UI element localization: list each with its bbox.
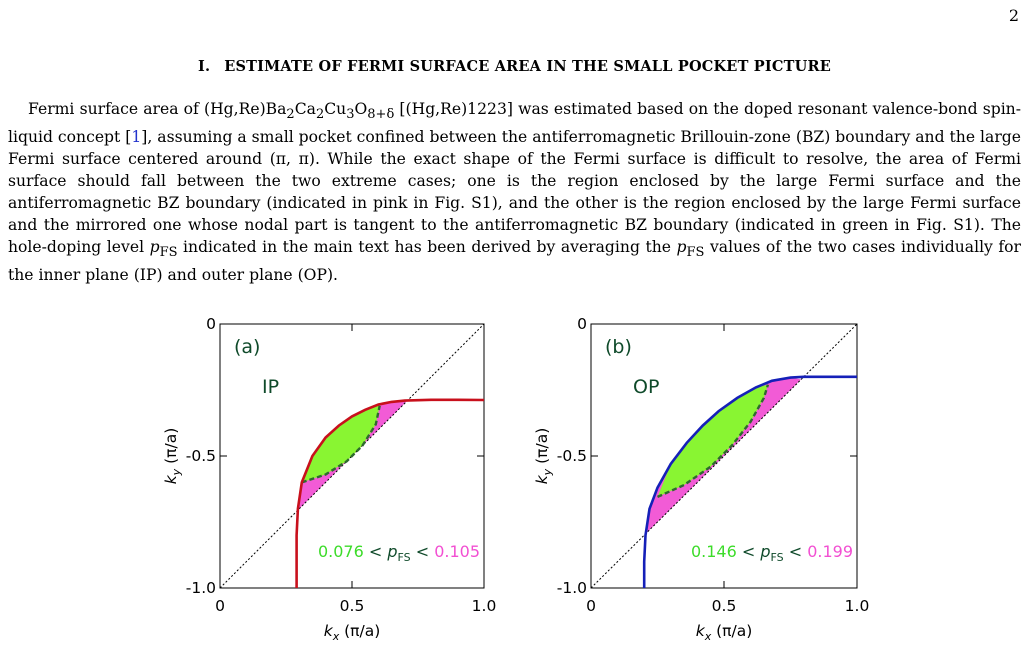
fermi-surface-line: [295, 398, 485, 588]
pfs-range-annotation: 0.076 < pFS < 0.105: [318, 542, 480, 564]
chart-panel-1: 0 0.5 1.0 0 -0.5 -1.0 kx (π/a) ky (π/a) (b)OP 0.1…: [533, 315, 869, 643]
plane-label: OP: [633, 376, 659, 398]
x-axis-label: kx (π/a): [696, 622, 753, 643]
x-tick-label: 0.5: [712, 597, 737, 615]
x-axis-label: kx (π/a): [324, 622, 381, 643]
x-tick-label: 1.0: [845, 597, 870, 615]
x-tick-label: 1.0: [472, 597, 497, 615]
section-heading: I. ESTIMATE OF FERMI SURFACE AREA IN THE …: [0, 58, 1029, 75]
mirrored-fs-dashed: [301, 405, 381, 484]
y-tick-label: 0: [577, 315, 587, 333]
section-number: I.: [198, 58, 211, 75]
fermi-surface-line: [642, 375, 857, 588]
x-tick-label: 0: [586, 597, 596, 615]
x-tick-label: 0: [215, 597, 225, 615]
citation-link[interactable]: 1: [131, 128, 142, 147]
body-paragraph: Fermi surface area of (Hg,Re)Ba2Ca2Cu3O8…: [8, 100, 1022, 285]
page-number: 2: [1008, 6, 1019, 25]
plane-label: IP: [262, 376, 279, 398]
y-tick-label: -0.5: [186, 447, 216, 465]
figure-svg: 0 0.5 1.0 0 -0.5 -1.0 kx (π/a) ky (π/a) (a)IP 0.0…: [162, 315, 869, 643]
y-axis-label: ky (π/a): [162, 428, 183, 485]
figure-s1: 0 0.5 1.0 0 -0.5 -1.0 kx (π/a) ky (π/a) (a) IP 0.0…: [0, 312, 1029, 652]
y-tick-label: 0: [206, 315, 216, 333]
y-tick-label: -1.0: [557, 579, 587, 597]
panel-label: (b): [605, 336, 632, 358]
pfs-range-annotation: 0.146 < pFS < 0.199: [691, 542, 853, 564]
y-tick-label: -0.5: [557, 447, 587, 465]
section-title: ESTIMATE OF FERMI SURFACE AREA IN THE SM…: [224, 58, 831, 75]
panel-label: (a): [234, 336, 260, 358]
y-tick-label: -1.0: [186, 579, 216, 597]
chart-panel-0: 0 0.5 1.0 0 -0.5 -1.0 kx (π/a) ky (π/a) (a)IP 0.0…: [162, 315, 496, 643]
bz-boundary-line: [590, 323, 858, 589]
green-region: [657, 384, 768, 497]
green-region: [301, 404, 380, 483]
pink-region: [645, 377, 802, 534]
x-tick-label: 0.5: [340, 597, 365, 615]
y-axis-label: ky (π/a): [533, 428, 554, 485]
mirrored-fs-dashed: [657, 384, 770, 498]
